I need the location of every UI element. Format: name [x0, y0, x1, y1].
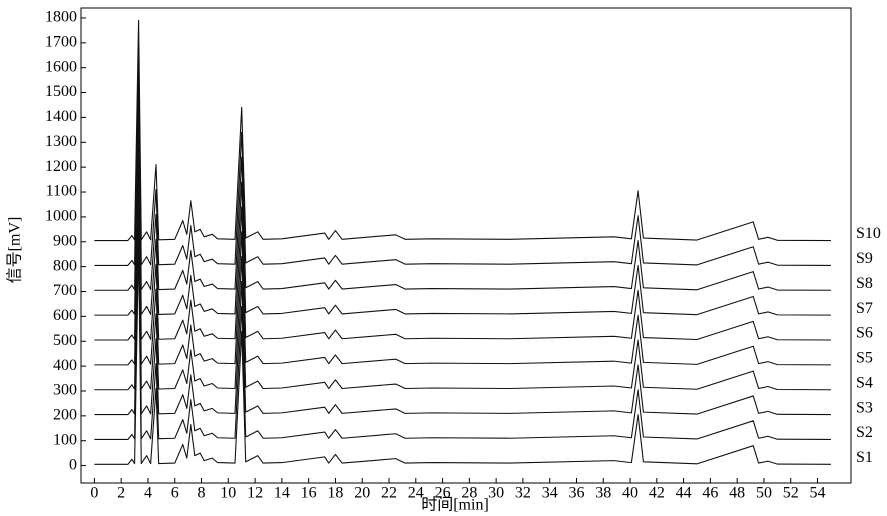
x-tick-label: 20 — [354, 485, 370, 502]
y-tick-label: 800 — [53, 257, 77, 274]
trace — [94, 119, 831, 341]
series-label: S7 — [856, 300, 873, 317]
series-label: S6 — [856, 325, 873, 342]
y-tick-label: 700 — [53, 282, 77, 299]
series-label: S10 — [856, 225, 881, 242]
x-tick-label: 12 — [247, 485, 263, 502]
y-tick-label: 1100 — [46, 183, 77, 200]
x-tick-label: 48 — [729, 485, 745, 502]
x-tick-label: 2 — [117, 485, 125, 502]
x-tick-label: 18 — [327, 485, 343, 502]
trace — [94, 193, 831, 416]
y-tick-label: 1300 — [45, 133, 77, 150]
trace — [94, 218, 831, 441]
series-label: S8 — [856, 275, 873, 292]
x-tick-label: 4 — [144, 485, 152, 502]
x-tick-label: 6 — [171, 485, 179, 502]
series-label: S3 — [856, 399, 873, 416]
y-tick-label: 1600 — [45, 58, 77, 75]
x-tick-label: 54 — [810, 485, 826, 502]
x-tick-label: 32 — [515, 485, 531, 502]
y-tick-label: 1800 — [45, 9, 77, 26]
x-tick-label: 10 — [220, 485, 236, 502]
x-tick-label: 38 — [595, 485, 611, 502]
trace — [94, 44, 831, 266]
y-tick-label: 900 — [53, 232, 77, 249]
x-tick-label: 34 — [542, 485, 558, 502]
series-label: S9 — [856, 250, 873, 267]
x-tick-label: 50 — [756, 485, 772, 502]
y-tick-label: 600 — [53, 307, 77, 324]
x-tick-label: 42 — [649, 485, 665, 502]
series-label: S4 — [856, 374, 873, 391]
y-tick-label: 1500 — [45, 83, 77, 100]
series-label: S5 — [856, 350, 873, 367]
x-tick-label: 14 — [274, 485, 290, 502]
y-tick-label: 200 — [53, 407, 77, 424]
x-tick-label: 22 — [381, 485, 397, 502]
y-tick-label: 300 — [53, 382, 77, 399]
series-label: S1 — [856, 449, 873, 466]
trace — [94, 169, 831, 391]
trace — [94, 94, 831, 316]
x-tick-label: 30 — [488, 485, 504, 502]
x-tick-label: 0 — [90, 485, 98, 502]
trace — [94, 243, 831, 465]
x-tick-label: 26 — [435, 485, 451, 502]
y-tick-label: 1400 — [45, 108, 77, 125]
x-tick-label: 16 — [301, 485, 317, 502]
x-tick-label: 28 — [461, 485, 477, 502]
x-tick-label: 52 — [783, 485, 799, 502]
y-tick-label: 1200 — [45, 158, 77, 175]
y-tick-label: 0 — [69, 456, 77, 473]
x-tick-label: 40 — [622, 485, 638, 502]
plot-frame — [80, 7, 852, 484]
y-axis-label: 信号[mV] — [6, 217, 24, 284]
x-tick-label: 8 — [198, 485, 206, 502]
x-axis-label: 时间[min] — [421, 496, 489, 514]
x-tick-label: 46 — [702, 485, 718, 502]
trace — [94, 69, 831, 291]
trace — [94, 144, 831, 366]
y-tick-label: 1000 — [45, 208, 77, 225]
trace — [94, 19, 831, 242]
y-tick-label: 500 — [53, 332, 77, 349]
y-tick-label: 400 — [53, 357, 77, 374]
x-tick-label: 24 — [408, 485, 424, 502]
x-tick-label: 36 — [568, 485, 584, 502]
y-tick-label: 1700 — [45, 33, 77, 50]
y-tick-label: 100 — [53, 431, 77, 448]
series-label: S2 — [856, 424, 873, 441]
x-tick-label: 44 — [676, 485, 692, 502]
